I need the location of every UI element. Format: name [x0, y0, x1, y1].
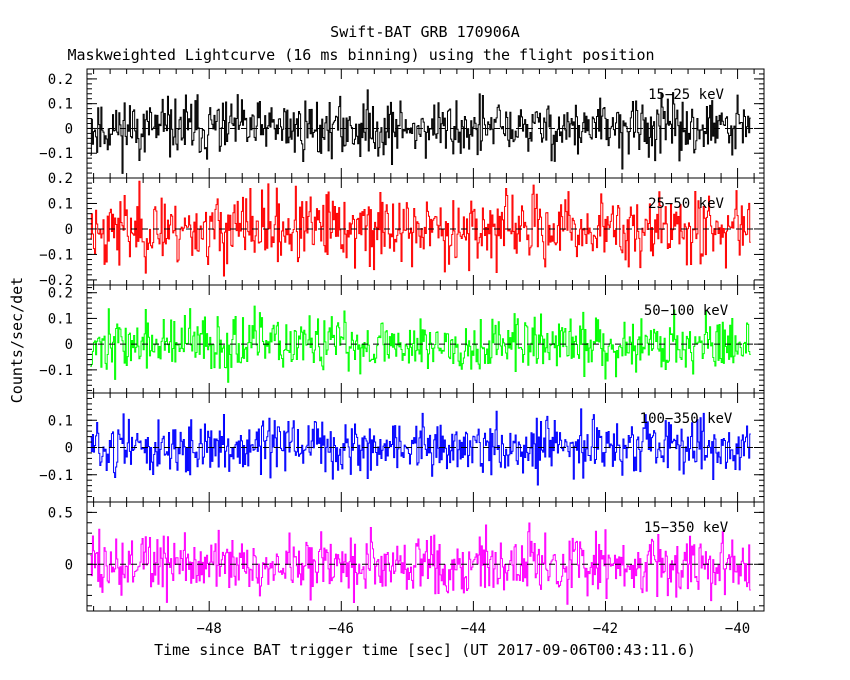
panel-0: −0.1 0 0.1 0.2 15−25 keV — [39, 68, 765, 179]
panel-3: −0.1 0 0.1 100−350 keV — [39, 392, 765, 503]
panels: −0.1 0 0.1 0.2 15−25 keV −0.2 −0.1 0 0.1 0.2 25−50… — [39, 68, 765, 637]
legend-label-2: 50−100 keV — [644, 303, 729, 319]
series-line-4 — [90, 522, 751, 605]
y-tick-label: 0.2 — [48, 171, 73, 187]
y-tick-label: 0 — [65, 557, 73, 573]
y-tick-label: 0 — [65, 441, 73, 457]
y-tick-label: 0.1 — [48, 311, 73, 327]
panel-4: 0 0.5 15−350 keV — [48, 501, 765, 612]
y-axis-label: Counts/sec/det — [8, 277, 26, 403]
y-tick-label: −0.1 — [39, 247, 73, 263]
series-line-1 — [90, 180, 751, 277]
y-tick-label: 0.1 — [48, 413, 73, 429]
panel-2: −0.1 0 0.1 0.2 50−100 keV — [39, 284, 765, 394]
panel-1: −0.2 −0.1 0 0.1 0.2 25−50 keV — [39, 171, 765, 289]
x-tick-label: −48 — [197, 621, 222, 637]
x-tick-label: −42 — [593, 621, 618, 637]
y-tick-label: −0.1 — [39, 146, 73, 162]
series-line-0 — [90, 89, 751, 174]
legend-label-3: 100−350 keV — [640, 411, 733, 427]
y-tick-label: −0.1 — [39, 363, 73, 379]
y-tick-label: −0.1 — [39, 468, 73, 484]
y-tick-label: 0.1 — [48, 196, 73, 212]
x-tick-label: −46 — [329, 621, 354, 637]
y-tick-label: 0.5 — [48, 505, 73, 521]
x-tick-label: −40 — [725, 621, 750, 637]
x-tick-label: −44 — [461, 621, 486, 637]
legend-label-0: 15−25 keV — [648, 87, 724, 103]
legend-label-1: 25−50 keV — [648, 196, 724, 212]
x-axis-label: Time since BAT trigger time [sec] (UT 20… — [154, 641, 696, 659]
series-line-3 — [90, 408, 751, 486]
y-tick-label: 0.2 — [48, 286, 73, 302]
panel-frame — [86, 501, 765, 612]
chart-subtitle: Maskweighted Lightcurve (16 ms binning) … — [68, 46, 655, 64]
y-tick-label: −0.2 — [39, 273, 73, 289]
y-tick-label: 0 — [65, 222, 73, 238]
y-tick-label: 0.1 — [48, 97, 73, 113]
series-line-2 — [90, 305, 751, 383]
chart-title: Swift-BAT GRB 170906A — [330, 23, 520, 41]
y-tick-label: 0 — [65, 121, 73, 137]
legend-label-4: 15−350 keV — [644, 520, 729, 536]
y-tick-label: 0 — [65, 337, 73, 353]
y-tick-label: 0.2 — [48, 72, 73, 88]
